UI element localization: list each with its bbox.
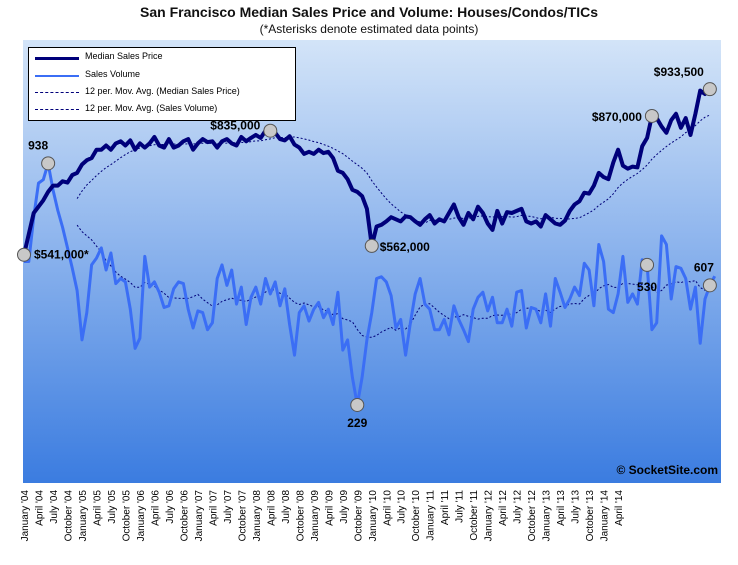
annotation-label: 229 bbox=[347, 416, 367, 430]
x-tick-label: April '06 bbox=[150, 490, 161, 526]
x-tick-label: April '04 bbox=[35, 490, 46, 526]
x-tick-label: April '08 bbox=[266, 490, 277, 526]
x-tick-label: October '09 bbox=[353, 490, 364, 542]
x-tick-label: January '12 bbox=[484, 490, 495, 542]
annotation-label: $933,500 bbox=[654, 65, 704, 79]
x-tick-label: April '10 bbox=[382, 490, 393, 526]
x-tick-label: October '08 bbox=[295, 490, 306, 542]
x-tick-label: January '04 bbox=[20, 490, 31, 542]
x-tick-label: July '06 bbox=[165, 490, 176, 524]
annotation-label: $835,000 bbox=[210, 119, 260, 133]
annotation-marker bbox=[350, 397, 365, 412]
x-tick-label: April '13 bbox=[556, 490, 567, 526]
x-tick-label: July '05 bbox=[107, 490, 118, 524]
x-tick-label: October '11 bbox=[469, 490, 480, 541]
legend-item-sales-volume: Sales Volume bbox=[29, 68, 295, 84]
x-tick-label: July '13 bbox=[571, 490, 582, 524]
annotation-marker bbox=[364, 238, 379, 253]
x-tick-label: July '10 bbox=[397, 490, 408, 524]
chart-subtitle: (*Asterisks denote estimated data points… bbox=[259, 22, 479, 36]
x-tick-label: October '04 bbox=[64, 490, 75, 542]
x-tick-label: October '06 bbox=[179, 490, 190, 542]
x-tick-label: October '13 bbox=[585, 490, 596, 542]
x-tick-label: January '14 bbox=[600, 490, 611, 542]
x-tick-label: April '05 bbox=[93, 490, 104, 526]
annotation-marker bbox=[17, 247, 31, 262]
legend-label: 12 per. Mov. Avg. (Median Sales Price) bbox=[85, 86, 240, 96]
annotation-label: $562,000 bbox=[380, 240, 430, 254]
annotation-label: 607 bbox=[694, 260, 714, 274]
x-tick-label: January '07 bbox=[194, 490, 205, 542]
chart-title: San Francisco Median Sales Price and Vol… bbox=[140, 4, 598, 20]
x-tick-label: January '13 bbox=[542, 490, 553, 542]
x-tick-label: January '09 bbox=[310, 490, 321, 542]
annotation-marker bbox=[702, 82, 717, 97]
x-tick-label: January '08 bbox=[252, 490, 263, 542]
annotation-marker bbox=[702, 278, 717, 293]
x-tick-label: July '11 bbox=[455, 490, 466, 523]
x-tick-label: October '10 bbox=[411, 490, 422, 542]
watermark: © SocketSite.com bbox=[616, 463, 718, 477]
x-tick-label: January '11 bbox=[426, 490, 437, 541]
x-tick-label: January '10 bbox=[368, 490, 379, 542]
x-tick-label: October '12 bbox=[527, 490, 538, 542]
legend-label: Median Sales Price bbox=[85, 51, 163, 61]
x-tick-label: April '14 bbox=[614, 490, 625, 526]
annotation-label: 938 bbox=[28, 138, 48, 152]
annotation-label: $541,000* bbox=[34, 248, 89, 262]
x-tick-label: October '05 bbox=[121, 490, 132, 542]
annotation-marker bbox=[644, 108, 659, 123]
x-tick-label: July '09 bbox=[339, 490, 350, 524]
legend-label: 12 per. Mov. Avg. (Sales Volume) bbox=[85, 103, 218, 113]
annotation-label: $870,000 bbox=[592, 110, 642, 124]
sales-volume-line bbox=[24, 161, 717, 407]
volume-moving-average-line bbox=[76, 224, 716, 338]
x-tick-label: July '04 bbox=[49, 490, 60, 524]
legend-item-median-price: Median Sales Price bbox=[29, 50, 295, 66]
x-tick-label: April '11 bbox=[440, 490, 451, 526]
annotation-marker bbox=[640, 257, 655, 272]
annotation-label: 530 bbox=[637, 280, 657, 294]
x-tick-label: April '09 bbox=[324, 490, 335, 526]
x-tick-label: July '07 bbox=[223, 490, 234, 524]
legend: Median Sales Price Sales Volume 12 per. … bbox=[28, 47, 296, 121]
x-tick-label: January '06 bbox=[136, 490, 147, 542]
x-tick-label: July '08 bbox=[281, 490, 292, 524]
legend-label: Sales Volume bbox=[85, 69, 141, 79]
annotation-marker bbox=[263, 123, 278, 138]
legend-item-price-moving-average: 12 per. Mov. Avg. (Median Sales Price) bbox=[29, 85, 295, 101]
x-tick-label: January '05 bbox=[78, 490, 89, 542]
median-price-line bbox=[22, 87, 712, 256]
x-tick-label: October '07 bbox=[237, 490, 248, 542]
x-tick-label: July '12 bbox=[513, 490, 524, 524]
annotation-marker bbox=[41, 156, 56, 171]
legend-item-volume-moving-average: 12 per. Mov. Avg. (Sales Volume) bbox=[29, 102, 295, 118]
x-tick-label: April '07 bbox=[208, 490, 219, 526]
x-tick-label: April '12 bbox=[498, 490, 509, 526]
